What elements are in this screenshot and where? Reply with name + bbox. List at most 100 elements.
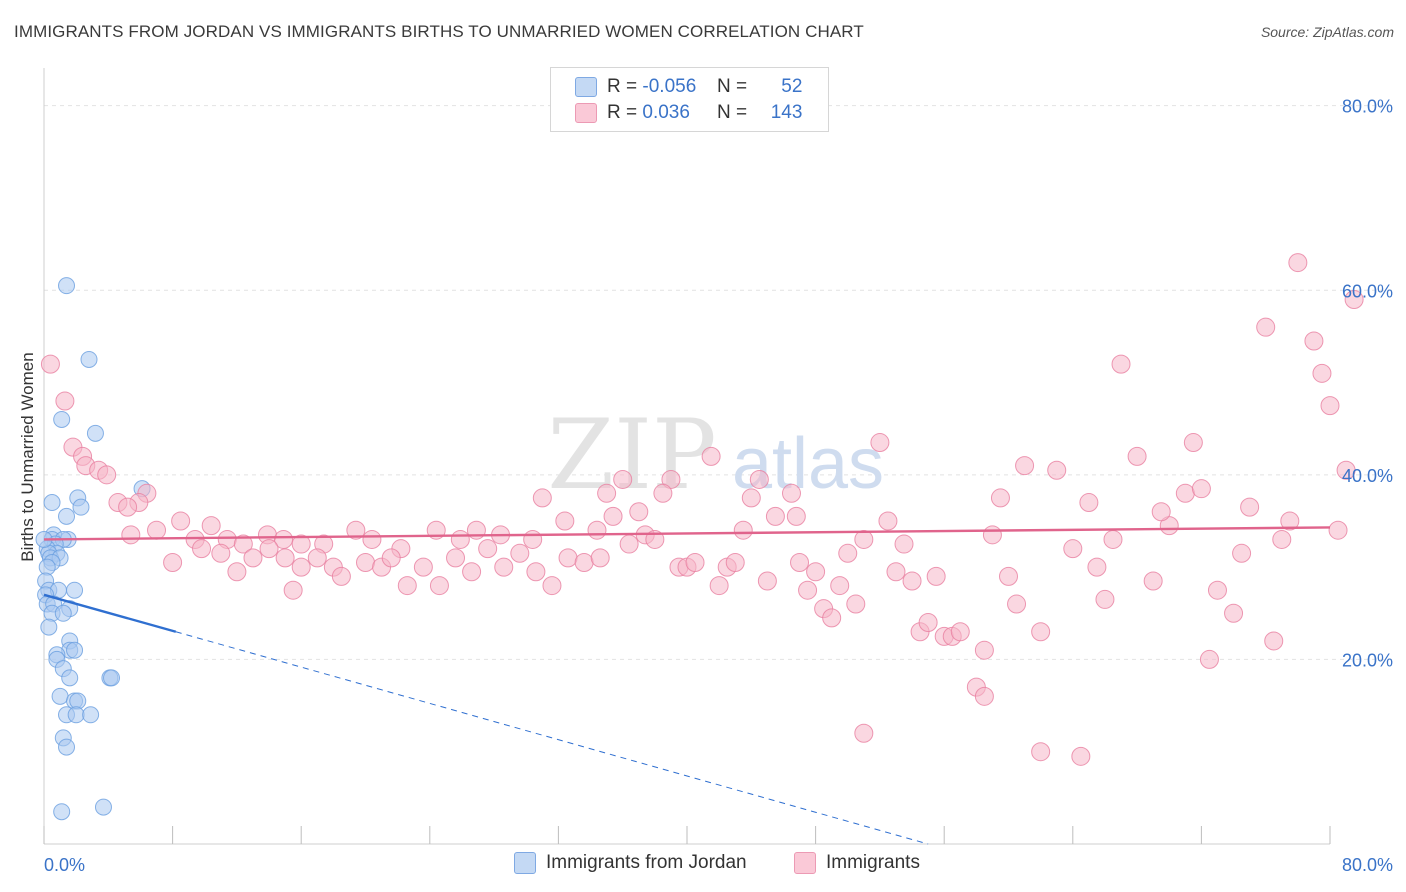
point-immigrants [870,433,890,453]
x-tick-label: 80.0% [1342,855,1393,875]
point-jordan [53,410,71,428]
point-immigrants [274,529,294,549]
point-immigrants [685,553,705,573]
point-jordan [103,669,121,687]
point-immigrants [1207,580,1227,600]
point-immigrants [555,511,575,531]
point-jordan [61,669,79,687]
y-tick-label: 20.0% [1342,650,1393,670]
data-points [35,253,1364,821]
point-immigrants [886,562,906,582]
series-legend-immigrants[interactable]: Immigrants [794,852,920,874]
point-immigrants [243,548,263,568]
point-immigrants [1007,594,1027,614]
point-immigrants [1288,253,1308,273]
point-immigrants [846,594,866,614]
point-immigrants [597,483,617,503]
trend-line-immigrants [43,526,1331,541]
point-immigrants [1312,363,1332,383]
y-axis-title: Births to Unmarried Women [18,352,37,562]
series-swatch-jordan [514,852,536,874]
point-immigrants [786,506,806,526]
legend-swatch-jordan [575,77,597,97]
point-immigrants [725,553,745,573]
point-immigrants [1240,497,1260,517]
y-tick-label: 60.0% [1342,281,1393,301]
point-immigrants [1031,742,1051,762]
point-immigrants [902,571,922,591]
legend-r-label: R = [607,76,638,97]
point-immigrants [478,539,498,559]
point-immigrants [526,562,546,582]
point-immigrants [1143,571,1163,591]
point-jordan [51,687,69,705]
trend-extension-jordan [175,631,929,845]
trend-lines [43,526,1331,845]
series-legend-jordan[interactable]: Immigrants from Jordan [514,852,747,874]
point-immigrants [1103,529,1123,549]
point-immigrants [171,511,191,531]
point-immigrants [259,539,279,559]
point-immigrants [701,446,721,466]
point-immigrants [542,576,562,596]
point-immigrants [974,640,994,660]
y-tick-label: 40.0% [1342,466,1393,486]
point-immigrants [1272,529,1292,549]
point-immigrants [558,548,578,568]
point-immigrants [1232,543,1252,563]
point-immigrants [331,566,351,586]
point-immigrants [918,613,938,633]
point-immigrants [118,497,138,517]
series-legend: Immigrants from Jordan Immigrants [0,852,1406,876]
point-immigrants [733,520,753,540]
point-immigrants [1031,622,1051,642]
point-immigrants [291,534,311,554]
point-immigrants [613,469,633,489]
point-immigrants [1071,746,1091,766]
point-immigrants [1087,557,1107,577]
point-immigrants [982,525,1002,545]
point-immigrants [1280,511,1300,531]
point-immigrants [741,488,761,508]
point-immigrants [894,534,914,554]
point-jordan [80,350,98,368]
trend-line-jordan [43,593,177,633]
legend-r-value: -0.056 [642,76,697,97]
point-jordan [43,494,61,512]
legend-swatch-immigrants [575,103,597,123]
point-immigrants [275,548,295,568]
point-jordan [40,618,58,636]
legend-n-value: 52 [781,76,803,97]
point-immigrants [1015,456,1035,476]
tick-labels: 20.0% 40.0% 60.0% 80.0% 0.0% 80.0% [44,97,1393,875]
point-jordan [67,706,85,724]
point-immigrants [147,520,167,540]
point-immigrants [590,548,610,568]
point-immigrants [446,548,466,568]
point-immigrants [587,520,607,540]
point-immigrants [1175,483,1195,503]
point-immigrants [574,553,594,573]
legend-row-immigrants: R = 0.036 N = 143 [575,101,802,125]
point-immigrants [950,622,970,642]
watermark-zip: ZIP [547,399,716,511]
point-immigrants [781,483,801,503]
correlation-legend: R = -0.056 N = 52 R = 0.036 N = 143 [550,67,829,132]
point-immigrants [1224,603,1244,623]
point-immigrants [97,465,117,485]
point-immigrants [356,553,375,573]
point-jordan [72,498,90,516]
point-immigrants [798,580,818,600]
point-immigrants [211,543,231,563]
axes [43,68,1331,845]
point-immigrants [765,506,785,526]
point-immigrants [1079,493,1099,513]
point-immigrants [854,723,874,743]
point-immigrants [1111,354,1131,374]
point-immigrants [1344,289,1364,309]
point-immigrants [653,483,673,503]
point-immigrants [926,566,946,586]
point-jordan [82,706,100,724]
point-immigrants [749,469,769,489]
point-immigrants [121,525,141,545]
